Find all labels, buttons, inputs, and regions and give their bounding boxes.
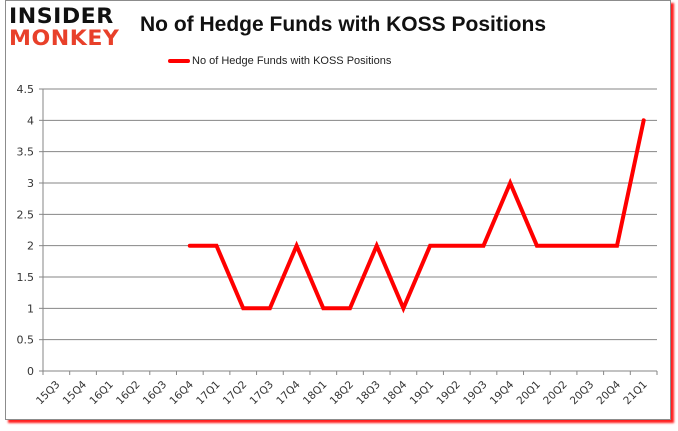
x-tick-label: 19Q4	[488, 378, 517, 407]
x-tick-label: 16Q2	[114, 379, 143, 408]
x-tick-label: 17Q3	[248, 379, 277, 408]
gridlines	[43, 88, 657, 341]
x-tick-label: 19Q2	[434, 379, 463, 408]
x-tick-label: 17Q1	[194, 379, 223, 408]
axes	[39, 88, 658, 375]
y-tick-label: 4.5	[17, 83, 35, 96]
x-tick-label: 15Q3	[34, 379, 63, 408]
legend-label: No of Hedge Funds with KOSS Positions	[192, 55, 392, 67]
x-tick-label: 21Q1	[621, 379, 650, 408]
x-axis-ticks: 15Q315Q416Q116Q216Q316Q417Q117Q217Q317Q4…	[34, 378, 650, 407]
x-tick-label: 20Q1	[514, 379, 543, 408]
y-tick-label: 2.5	[17, 208, 35, 221]
x-tick-label: 20Q2	[541, 379, 570, 408]
x-tick-label: 17Q4	[274, 378, 303, 407]
logo-line-1: INSIDER	[9, 4, 114, 28]
x-tick-label: 20Q3	[568, 379, 597, 408]
chart-frame	[5, 0, 671, 420]
x-tick-label: 19Q1	[408, 379, 437, 408]
series-line	[187, 118, 646, 314]
x-tick-label: 18Q3	[354, 379, 383, 408]
y-tick-label: 1.5	[17, 271, 35, 284]
y-tick-label: 3.5	[17, 146, 35, 159]
legend-line-swatch-icon	[168, 59, 190, 63]
x-tick-label: 20Q4	[595, 378, 624, 407]
x-tick-label: 18Q4	[381, 378, 410, 407]
y-tick-label: 2	[27, 240, 34, 253]
y-tick-label: 0.5	[17, 334, 35, 347]
x-tick-label: 15Q4	[61, 378, 90, 407]
chart-title: No of Hedge Funds with KOSS Positions	[140, 13, 547, 36]
logo-line-2: MONKEY	[9, 26, 120, 50]
chart-legend: No of Hedge Funds with KOSS Positions	[168, 55, 391, 67]
x-tick-label: 16Q1	[87, 379, 116, 408]
y-tick-label: 1	[27, 302, 34, 315]
y-tick-label: 3	[27, 177, 34, 190]
x-tick-label: 16Q3	[141, 379, 170, 408]
insider-monkey-logo: INSIDER MONKEY	[9, 6, 129, 49]
y-tick-label: 4	[27, 114, 34, 127]
x-tick-label: 18Q1	[301, 379, 330, 408]
x-tick-label: 16Q4	[167, 378, 196, 407]
x-tick-label: 17Q2	[221, 379, 250, 408]
series-polyline	[187, 118, 646, 314]
y-axis-ticks: 0 0.5 1 1.5 2 2.5 3 3.5 4 4.5	[17, 83, 35, 378]
x-tick-label: 18Q2	[328, 379, 357, 408]
y-tick-label: 0	[27, 365, 34, 378]
x-tick-label: 19Q3	[461, 379, 490, 408]
